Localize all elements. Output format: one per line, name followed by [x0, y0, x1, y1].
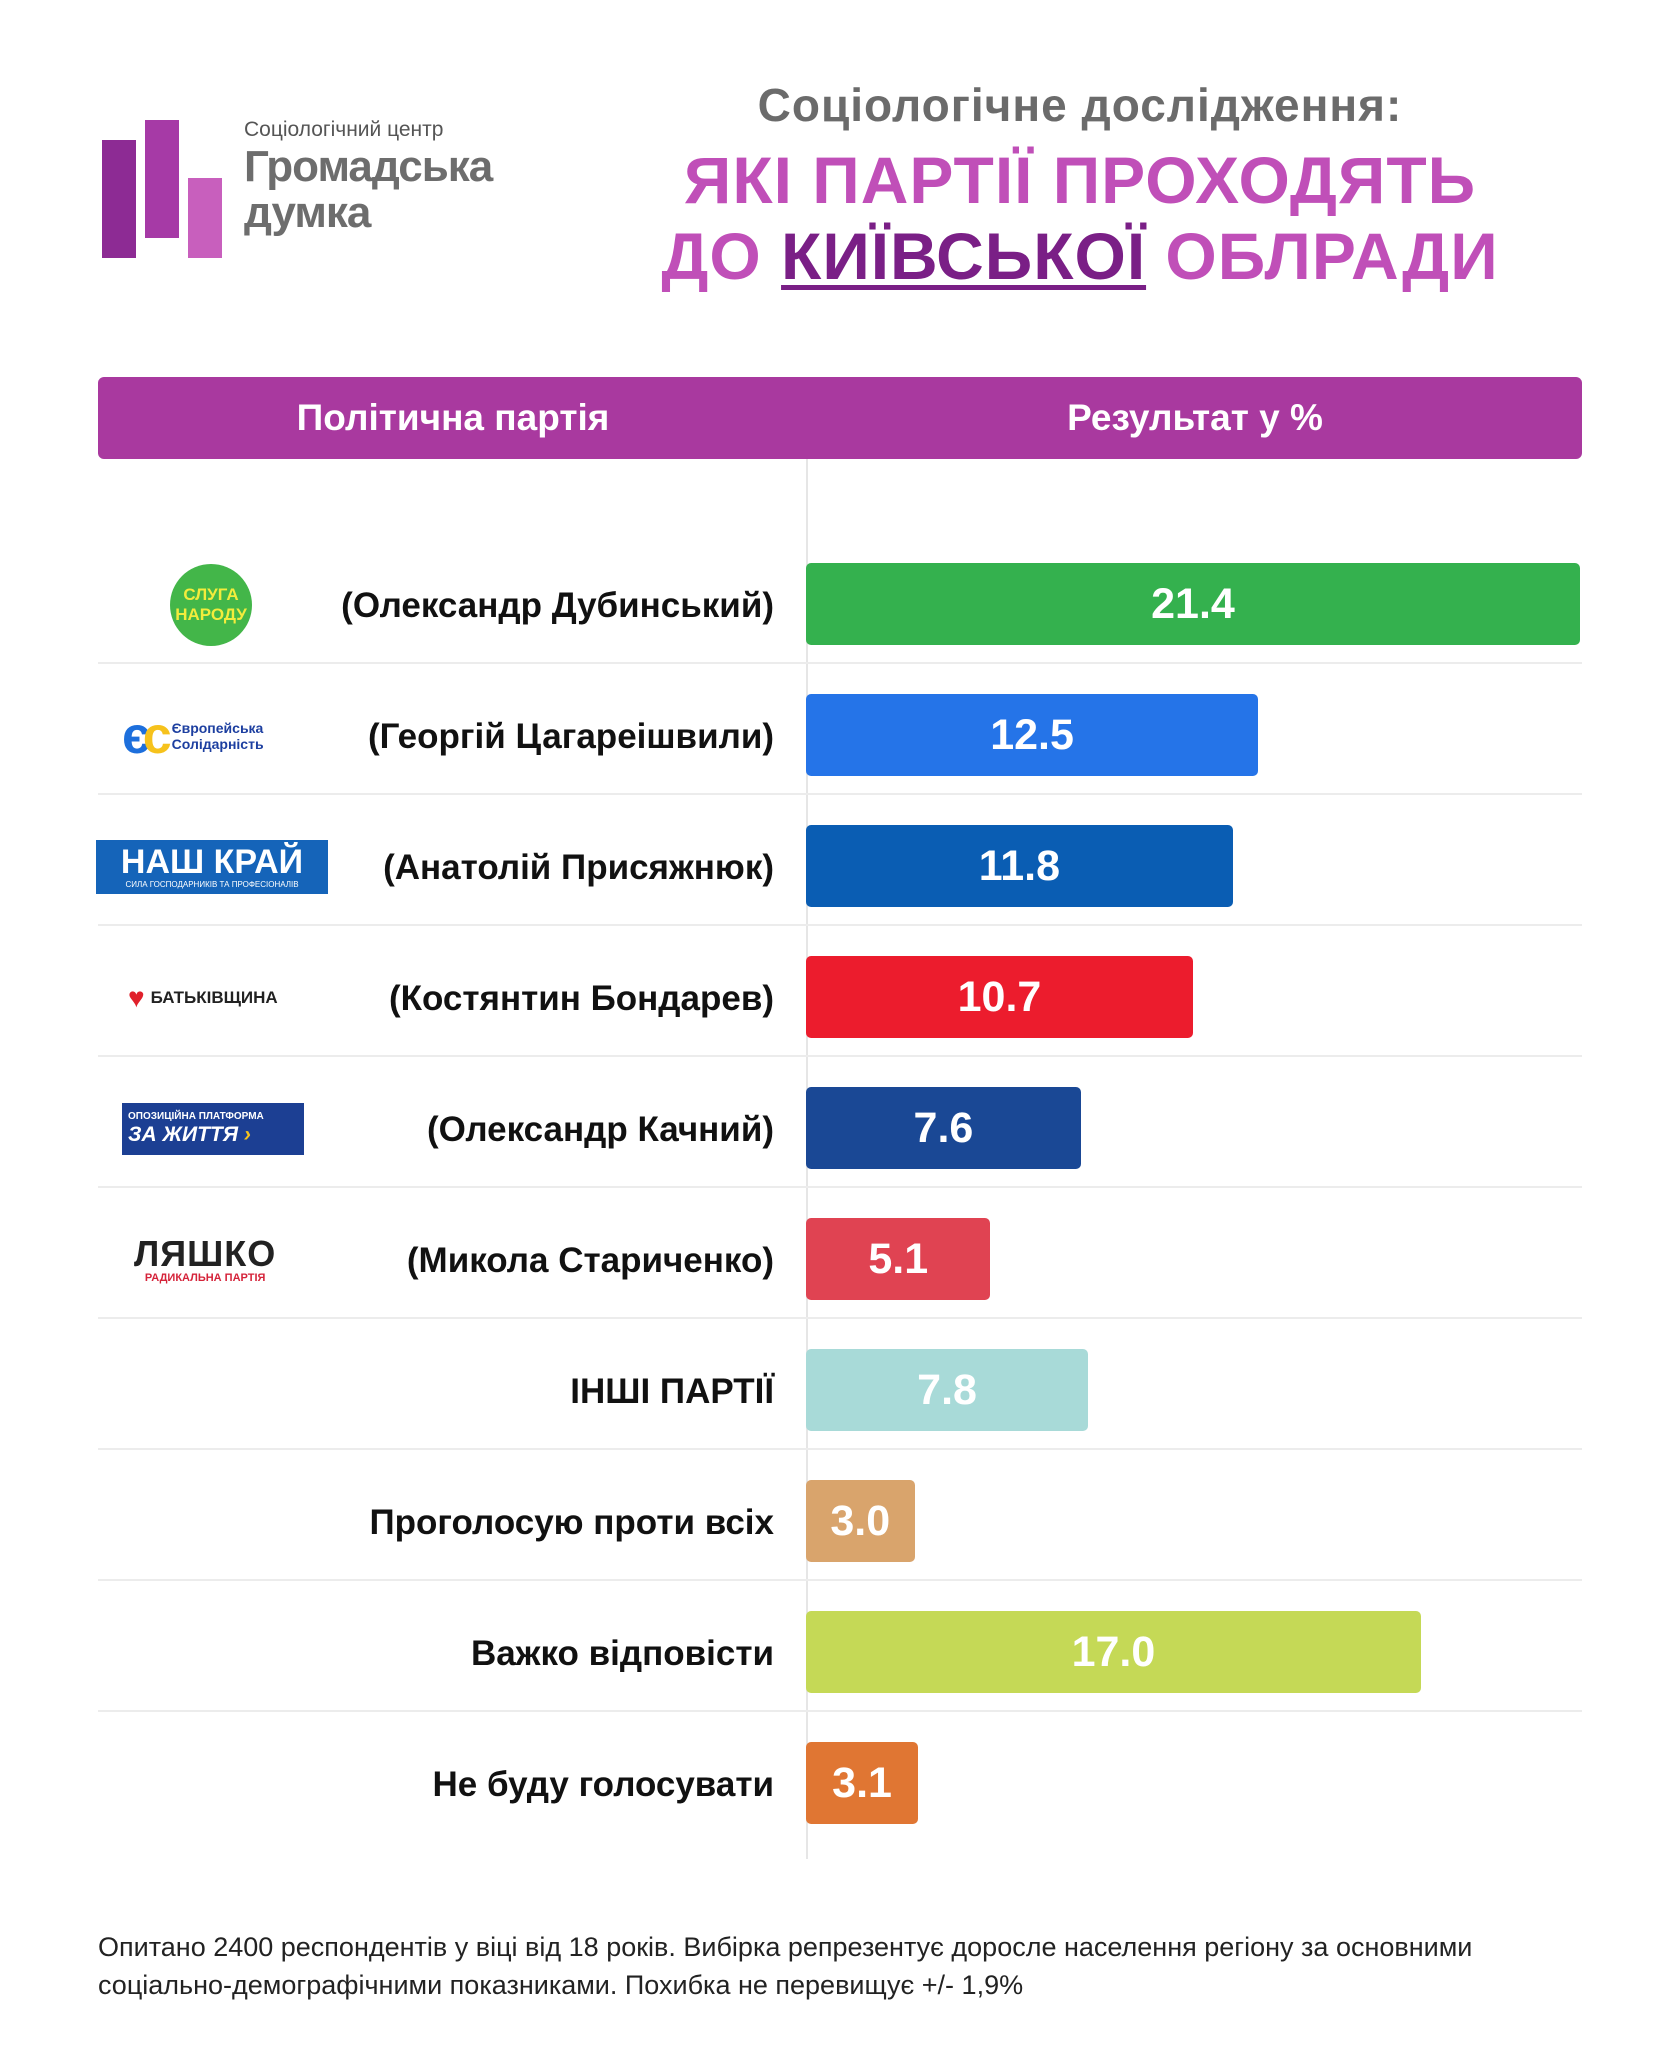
bar-category-label: Проголосую проти всіх: [369, 1503, 774, 1542]
bar-mark: 11.8: [806, 825, 1233, 907]
heart-icon: ♥: [128, 982, 145, 1013]
chart-row: єс Європейська Солідарність (Георгій Цагаре…: [98, 664, 1582, 795]
chart-row: ЛЯШКО РАДИКАЛЬНА ПАРТІЯ (Микола Стариченко…: [98, 1188, 1582, 1319]
bar-value-label: 3.0: [830, 1496, 891, 1545]
bar-value-label: 21.4: [1151, 579, 1235, 628]
european-solidarity-logo-group: єс Європейська Солідарність: [122, 706, 264, 766]
chevron-right-icon: ›: [243, 1123, 251, 1146]
bar-mark: 7.6: [806, 1087, 1081, 1169]
title-post: ОБЛРАДИ: [1146, 219, 1499, 293]
bar-mark: 7.8: [806, 1349, 1089, 1431]
row-separator: [98, 1579, 1582, 1581]
row-separator: [98, 662, 1582, 664]
european-solidarity-logo: єс Європейська Солідарність: [122, 696, 264, 776]
logo-name-line2: думка: [244, 188, 371, 237]
sluha-narodu-logo: СЛУГА НАРОДУ: [170, 564, 252, 646]
bar-value-label: 11.8: [978, 841, 1061, 890]
title-pre: ДО: [661, 219, 782, 293]
chart-row: Проголосую проти всіх 3.0: [98, 1450, 1582, 1581]
bar-mark: 17.0: [806, 1611, 1421, 1693]
bar-value-label: 12.5: [990, 710, 1074, 759]
chart-row: ОПОЗИЦІЙНА ПЛАТФОРМА ЗА ЖИТТЯ › (Олександр…: [98, 1057, 1582, 1188]
bar-mark: 5.1: [806, 1218, 991, 1300]
opzzh-logo-sub: ОПОЗИЦІЙНА ПЛАТФОРМА: [128, 1111, 264, 1122]
bar-category-label: (Георгій Цагареішвили): [367, 717, 774, 756]
es-logo-text-line2: Солідарність: [171, 736, 264, 752]
logo-name: Громадська думка: [244, 142, 493, 237]
header-title-line2: ДО КИЇВСЬКОЇ ОБЛРАДИ: [560, 218, 1600, 294]
opzzh-logo: ОПОЗИЦІЙНА ПЛАТФОРМА ЗА ЖИТТЯ ›: [122, 1089, 304, 1169]
chart-row: СЛУГА НАРОДУ (Олександр Дубинський) 21.4: [98, 533, 1582, 664]
header-subtitle: Соціологічне дослідження:: [757, 79, 1403, 131]
radical-party-logo-sub: РАДИКАЛЬНА ПАРТІЯ: [144, 1272, 266, 1284]
column-header-party: Політична партія: [296, 397, 610, 438]
opzzh-logo-box: ОПОЗИЦІЙНА ПЛАТФОРМА ЗА ЖИТТЯ ›: [122, 1103, 304, 1155]
bar-mark: 3.0: [806, 1480, 915, 1562]
bar-value-label: 7.8: [917, 1365, 977, 1414]
bars-logo-icon: [102, 118, 232, 258]
page-header: Соціологічне дослідження: ЯКІ ПАРТІЇ ПРО…: [560, 78, 1600, 294]
bar-category-label: (Костянтин Бондарев): [389, 979, 774, 1018]
bar-category-label: (Анатолій Присяжнюк): [383, 848, 774, 887]
bar-mark: 12.5: [806, 694, 1259, 776]
bar-category-label: (Олександр Дубинський): [341, 586, 774, 625]
chart-row: Не буду голосувати 3.1: [98, 1712, 1582, 1843]
bar-value-label: 7.6: [913, 1103, 974, 1152]
radical-party-logo: ЛЯШКО РАДИКАЛЬНА ПАРТІЯ: [134, 1220, 276, 1300]
logo-caption: Соціологічний центр: [244, 118, 444, 141]
bar-value-label: 5.1: [868, 1234, 929, 1283]
bar-category-label: (Олександр Качний): [426, 1110, 774, 1149]
nash-krai-logo-sub: СИЛА ГОСПОДАРНИКІВ ТА ПРОФЕСІОНАЛІВ: [125, 880, 299, 889]
bar-category-label: Важко відповісти: [470, 1634, 774, 1673]
opzzh-logo-main: ЗА ЖИТТЯ ›: [128, 1123, 251, 1146]
bar-category-label: ІНШІ ПАРТІЇ: [570, 1372, 774, 1411]
nash-krai-logo: НАШ КРАЙ СИЛА ГОСПОДАРНИКІВ ТА ПРОФЕСІОНА…: [96, 827, 328, 907]
header-title-line1: ЯКІ ПАРТІЇ ПРОХОДЯТЬ: [683, 143, 1477, 217]
chart-row: НАШ КРАЙ СИЛА ГОСПОДАРНИКІВ ТА ПРОФЕСІОНА…: [96, 795, 1582, 926]
sluha-narodu-logo-badge: СЛУГА НАРОДУ: [170, 564, 252, 646]
nash-krai-logo-box: НАШ КРАЙ СИЛА ГОСПОДАРНИКІВ ТА ПРОФЕСІОНА…: [96, 840, 328, 894]
bar-value-label: 10.7: [957, 972, 1042, 1021]
row-separator: [98, 1186, 1582, 1188]
bar-mark: 21.4: [806, 563, 1580, 645]
footnote: Опитано 2400 респондентів у віці від 18 …: [98, 1932, 1473, 2000]
es-logo-text: Європейська Солідарність: [172, 720, 264, 752]
row-separator: [98, 1055, 1582, 1057]
header-title: ЯКІ ПАРТІЇ ПРОХОДЯТЬ ДО КИЇВСЬКОЇ ОБЛРАД…: [560, 142, 1600, 294]
radical-party-logo-main: ЛЯШКО: [134, 1233, 277, 1274]
chart-row: ІНШІ ПАРТІЇ 7.8: [98, 1319, 1582, 1450]
batkivshchyna-logo-text: БАТЬКІВЩИНА: [150, 988, 278, 1007]
chart-row: ♥ БАТЬКІВЩИНА (Костянтин Бондарев) 10.7: [98, 926, 1582, 1057]
radical-party-logo-group: ЛЯШКО РАДИКАЛЬНА ПАРТІЯ: [134, 1233, 277, 1285]
bar-value-label: 3.1: [832, 1758, 892, 1807]
organization-logo: Соціологічний центр Громадська думка: [102, 118, 502, 258]
batkivshchyna-logo: ♥ БАТЬКІВЩИНА: [128, 958, 278, 1038]
row-separator: [98, 1448, 1582, 1450]
es-mark-icon: єс: [122, 707, 172, 765]
bar-value-label: 17.0: [1071, 1627, 1156, 1676]
title-highlight: КИЇВСЬКОЇ: [781, 219, 1147, 293]
results-bar-chart: СЛУГА НАРОДУ (Олександр Дубинський) 21.4 єс…: [96, 533, 1582, 1843]
row-separator: [98, 793, 1582, 795]
bar-category-label: Не буду голосувати: [432, 1765, 774, 1804]
logo-name-line1: Громадська: [244, 142, 493, 191]
bar-category-label: (Микола Стариченко): [406, 1241, 774, 1280]
table-header: Політична партія Результат у %: [98, 377, 1582, 459]
row-separator: [98, 924, 1582, 926]
row-separator: [98, 1710, 1582, 1712]
bar-mark: 3.1: [806, 1742, 919, 1824]
row-separator: [98, 1317, 1582, 1319]
es-logo-text-line1: Європейська: [171, 720, 264, 736]
bar-mark: 10.7: [806, 956, 1193, 1038]
batkivshchyna-logo-group: ♥ БАТЬКІВЩИНА: [128, 984, 278, 1012]
column-header-result: Результат у %: [1067, 397, 1323, 438]
chart-row: Важко відповісти 17.0: [98, 1581, 1582, 1712]
nash-krai-logo-main: НАШ КРАЙ: [120, 843, 304, 881]
